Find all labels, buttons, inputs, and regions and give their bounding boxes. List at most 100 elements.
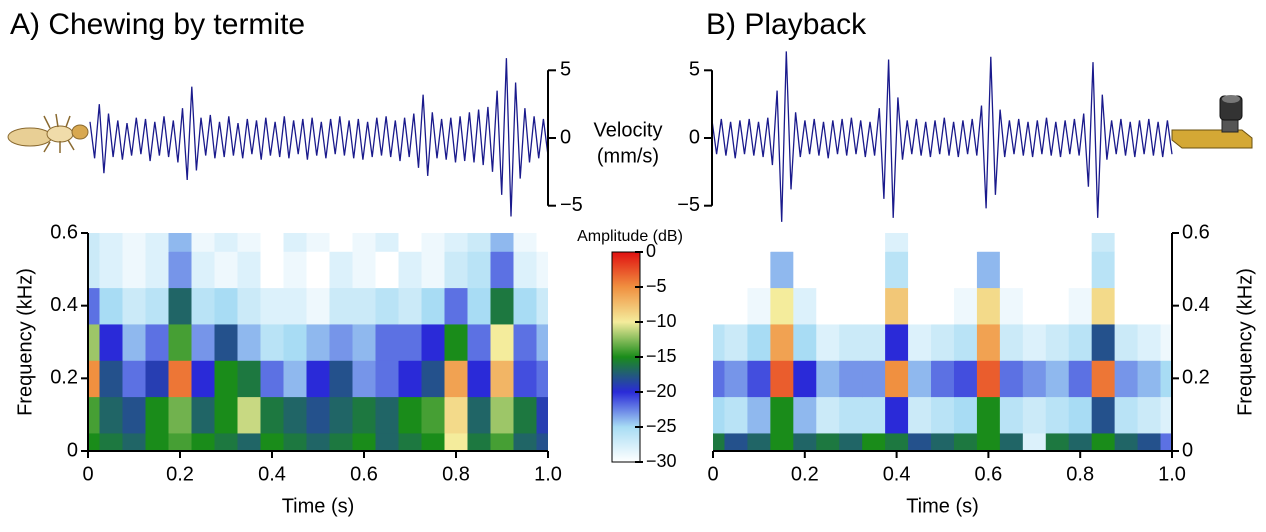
heatmap-cell (1068, 432, 1093, 451)
colorbar-tick-label: 0 (646, 241, 656, 261)
heatmap-cell (931, 323, 955, 361)
heatmap-cell (467, 432, 492, 451)
heatmap-cell (931, 233, 955, 252)
heatmap-cell (260, 251, 285, 289)
heatmap-cell (536, 323, 548, 361)
panel-title: A) Chewing by termite (10, 8, 305, 41)
heatmap-cell (168, 360, 193, 398)
heatmap-cell (329, 396, 354, 434)
heatmap-cell (747, 251, 771, 289)
heatmap-cell (1045, 323, 1070, 361)
heatmap-cell (1091, 233, 1116, 252)
heatmap-cell (329, 251, 354, 289)
heatmap-cell (329, 360, 354, 398)
heatmap-cell (1068, 233, 1093, 252)
heatmap-cell (976, 396, 1001, 434)
y-tick-label: 0.2 (50, 367, 78, 389)
heatmap-cell (862, 323, 886, 361)
heatmap-cell (237, 287, 262, 325)
heatmap-cell (214, 396, 239, 434)
heatmap-cell (88, 323, 101, 361)
heatmap-cell (1137, 233, 1162, 252)
heatmap-cell (1022, 233, 1047, 252)
heatmap-cell (352, 287, 377, 325)
heatmap-cell (1160, 233, 1172, 252)
heatmap-cell (329, 287, 354, 325)
heatmap-cell (793, 396, 817, 434)
heatmap-cell (352, 396, 377, 434)
heatmap-cell (191, 432, 216, 451)
colorbar-tick-label: −10 (646, 311, 677, 331)
heatmap-cell (99, 323, 124, 361)
colorbar-tick-label: −5 (646, 276, 667, 296)
heatmap-cell (490, 251, 515, 289)
heatmap-cell (713, 233, 726, 252)
heatmap-cell (283, 323, 308, 361)
heatmap-cell (191, 233, 216, 252)
heatmap-cell (88, 396, 101, 434)
heatmap-cell (1068, 396, 1093, 434)
heatmap-cell (1091, 287, 1116, 325)
heatmap-cell (1022, 360, 1047, 398)
heatmap-cell (976, 360, 1001, 398)
heatmap-cell (260, 396, 285, 434)
heatmap-cell (953, 432, 978, 451)
heatmap-cell (976, 251, 1001, 289)
y-axis-label: Velocity (594, 119, 663, 141)
heatmap-cell (1045, 396, 1070, 434)
y-axis-label: (mm/s) (597, 145, 659, 167)
heatmap-cell (398, 396, 423, 434)
heatmap-cell (260, 287, 285, 325)
heatmap-cell (862, 251, 886, 289)
heatmap-cell (421, 396, 446, 434)
heatmap-cell (816, 323, 840, 361)
heatmap-cell (306, 287, 331, 325)
heatmap-cell (375, 287, 400, 325)
heatmap-cell (375, 360, 400, 398)
heatmap-cell (999, 287, 1024, 325)
heatmap-cell (214, 360, 239, 398)
heatmap-cell (931, 396, 955, 434)
heatmap-cell (99, 233, 124, 252)
heatmap-cell (306, 251, 331, 289)
heatmap-cell (237, 233, 262, 252)
y-tick-label: 5 (560, 59, 571, 81)
heatmap-cell (816, 233, 840, 252)
heatmap-cell (467, 233, 492, 252)
heatmap-cell (99, 360, 124, 398)
heatmap-cell (839, 432, 863, 451)
heatmap-cell (770, 251, 794, 289)
heatmap-cell (713, 396, 726, 434)
heatmap-cell (467, 360, 492, 398)
heatmap-cell (214, 432, 239, 451)
heatmap-cells (713, 233, 1172, 451)
heatmap-cell (145, 396, 170, 434)
heatmap-cell (713, 323, 726, 361)
heatmap-cell (122, 323, 147, 361)
heatmap-cell (444, 396, 469, 434)
heatmap-cell (375, 251, 400, 289)
heatmap-cell (747, 323, 771, 361)
heatmap-cell (1114, 287, 1139, 325)
heatmap-cell (421, 251, 446, 289)
heatmap-cell (99, 396, 124, 434)
y-tick-label: 5 (689, 59, 700, 81)
heatmap-cell (885, 233, 909, 252)
heatmap-cell (260, 432, 285, 451)
heatmap-cell (999, 432, 1024, 451)
x-tick-label: 1.0 (534, 463, 562, 485)
heatmap-cell (490, 360, 515, 398)
x-tick-label: 0.4 (258, 463, 286, 485)
heatmap-cell (931, 287, 955, 325)
heatmap-cell (793, 432, 817, 451)
heatmap-cell (398, 432, 423, 451)
colorbar-tick-label: −25 (646, 416, 677, 436)
heatmap-cell (908, 323, 932, 361)
heatmap-cell (145, 360, 170, 398)
heatmap-cell (513, 432, 538, 451)
heatmap-cell (421, 233, 446, 252)
heatmap-cell (862, 396, 886, 434)
heatmap-cell (513, 233, 538, 252)
heatmap-cell (536, 233, 548, 252)
heatmap-cell (862, 360, 886, 398)
